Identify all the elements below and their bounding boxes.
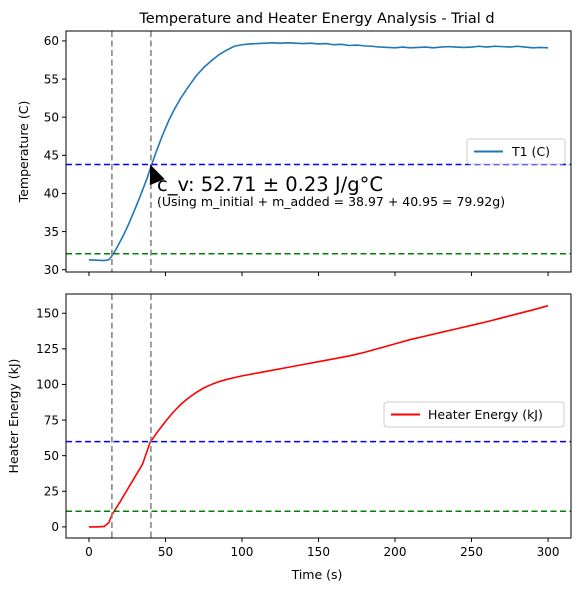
cv-annotation: c_v: 52.71 ± 0.23 J/g°C (157, 173, 383, 196)
energy-series-line (88, 304, 549, 528)
temperature-y-tick-label: 50 (44, 110, 59, 124)
temperature-legend-label: T1 (C) (511, 144, 550, 159)
energy-y-tick-label: 25 (44, 485, 59, 499)
temperature-legend-box (466, 138, 566, 165)
energy-y-tick-label: 50 (44, 449, 59, 463)
temperature-y-tick-label: 35 (44, 225, 59, 239)
temperature-axes-frame (65, 30, 572, 273)
temperature-y-tick-label: 45 (44, 149, 59, 163)
energy-x-tick-label: 300 (537, 545, 560, 559)
x-axis-label: Time (s) (291, 567, 343, 582)
figure-title: Temperature and Heater Energy Analysis -… (138, 11, 494, 27)
temperature-y-tick-label: 40 (44, 187, 59, 201)
energy-legend-box (383, 401, 565, 428)
energy-x-tick-label: 0 (85, 545, 93, 559)
energy-x-tick-label: 250 (460, 545, 483, 559)
annotation-arrow (149, 164, 165, 186)
energy-legend-label: Heater Energy (kJ) (428, 407, 543, 422)
energy-panel: 0 50 100 150 200 250 300 0 25 50 75 100 125 150 Heate… (6, 293, 572, 582)
temperature-y-tick-label: 55 (44, 72, 59, 86)
energy-y-axis-label: Heater Energy (kJ) (6, 359, 21, 474)
energy-legend: Heater Energy (kJ) (383, 401, 565, 428)
energy-y-tick-label: 150 (36, 307, 59, 321)
energy-x-tick-label: 100 (231, 545, 254, 559)
temperature-panel: 30 35 40 45 50 55 60 Temperature (C) T1 (C) c_… (16, 30, 572, 277)
energy-y-tick-label: 100 (36, 378, 59, 392)
temperature-y-axis-label: Temperature (C) (16, 101, 31, 204)
energy-x-tick-label: 150 (307, 545, 330, 559)
energy-x-tick-label: 200 (384, 545, 407, 559)
mass-annotation: (Using m_initial + m_added = 38.97 + 40.… (157, 194, 505, 209)
energy-y-tick-label: 75 (44, 413, 59, 427)
energy-x-tick-label: 50 (158, 545, 173, 559)
energy-y-tick-label: 0 (51, 520, 59, 534)
energy-axes-frame (65, 293, 572, 539)
energy-y-tick-label: 125 (36, 342, 59, 356)
temperature-y-tick-label: 30 (44, 263, 59, 277)
temperature-legend: T1 (C) (466, 138, 566, 165)
temperature-y-tick-label: 60 (44, 34, 59, 48)
